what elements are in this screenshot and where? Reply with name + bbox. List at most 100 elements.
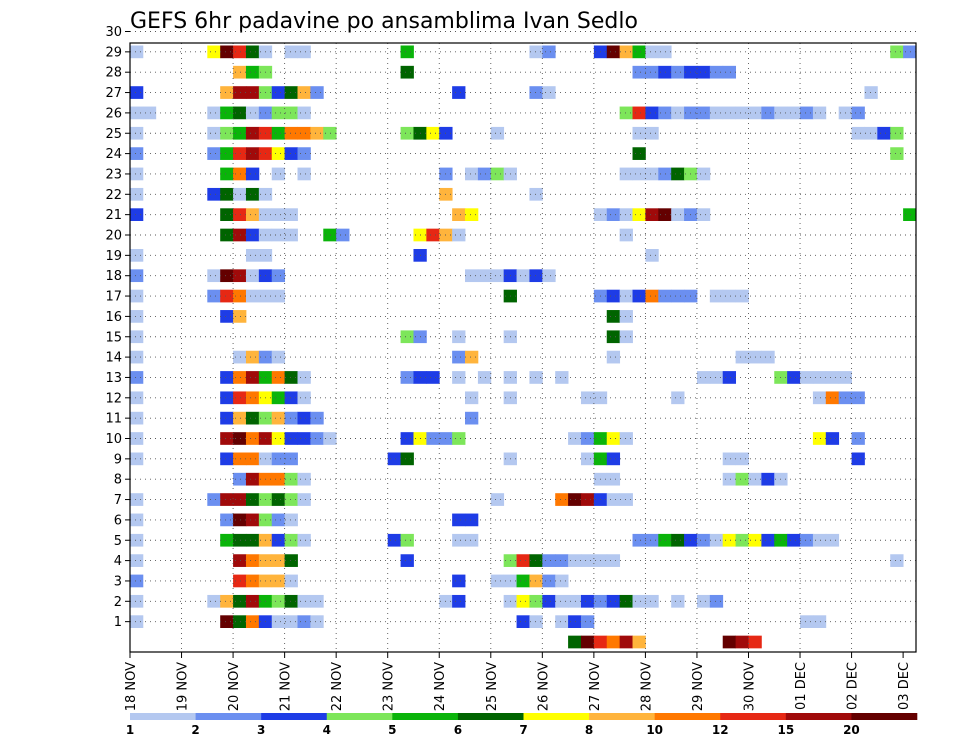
heatmap-cell	[903, 208, 916, 221]
x-tick-label: 27 NOV	[588, 662, 603, 711]
heatmap-cell	[671, 594, 685, 608]
heatmap-cell	[864, 126, 878, 140]
heatmap-cell	[271, 269, 286, 283]
heatmap-cell	[207, 269, 221, 283]
heatmap-cell	[696, 533, 711, 547]
heatmap-cell	[851, 432, 865, 445]
heatmap-cell	[606, 208, 621, 221]
heatmap-cell	[555, 493, 569, 506]
heatmap-cell	[593, 635, 608, 649]
heatmap-cell	[130, 86, 144, 99]
heatmap-cell	[245, 86, 260, 99]
heatmap-cell	[606, 432, 621, 445]
heatmap-cell	[542, 86, 556, 99]
heatmap-cell	[516, 554, 530, 567]
heatmap-cell	[130, 249, 144, 262]
heatmap-cell	[207, 594, 221, 608]
heatmap-cell	[130, 574, 144, 588]
heatmap-cell	[606, 594, 621, 608]
heatmap-cell	[645, 289, 659, 303]
heatmap-cell	[722, 452, 737, 466]
heatmap-cell	[220, 126, 234, 140]
heatmap-cell	[568, 635, 582, 649]
heatmap-cell	[233, 452, 247, 466]
heatmap-cell	[297, 86, 311, 99]
heatmap-cell	[271, 513, 286, 527]
heatmap-cell	[245, 249, 260, 262]
heatmap-cell	[297, 472, 311, 486]
heatmap-cell	[542, 269, 556, 283]
y-tick-label: 29	[105, 45, 122, 60]
x-tick-label: 26 NOV	[536, 662, 551, 711]
heatmap-cell	[284, 615, 298, 628]
y-tick-label: 27	[105, 86, 122, 101]
heatmap-cell	[245, 350, 260, 364]
heatmap-cell	[233, 533, 247, 547]
heatmap-cell	[130, 269, 144, 283]
heatmap-cell	[284, 86, 298, 99]
heatmap-cell	[555, 615, 569, 628]
heatmap-cell	[671, 289, 685, 303]
heatmap-cell	[220, 533, 234, 547]
heatmap-cell	[271, 86, 286, 99]
heatmap-cell	[735, 289, 749, 303]
heatmap-cell	[284, 391, 298, 405]
heatmap-cell	[220, 594, 234, 608]
heatmap-cell	[233, 391, 247, 405]
heatmap-cell	[245, 167, 260, 181]
heatmap-cell	[336, 228, 350, 242]
x-tick-label: 02 DEC	[846, 662, 861, 710]
heatmap-cell	[606, 330, 621, 344]
heatmap-cell	[800, 615, 814, 628]
colorbar-swatch	[326, 713, 393, 720]
y-tick-label: 14	[105, 351, 122, 366]
heatmap-cell	[632, 45, 646, 59]
colorbar-tick-label: 4	[323, 723, 331, 737]
y-tick-label: 10	[105, 432, 122, 447]
heatmap-cell	[658, 45, 672, 59]
colorbar-swatch	[589, 713, 655, 720]
heatmap-cell	[297, 147, 311, 160]
heatmap-cell	[619, 289, 633, 303]
heatmap-cell	[220, 432, 234, 445]
heatmap-cell	[477, 371, 492, 384]
heatmap-cell	[284, 228, 298, 242]
heatmap-cell	[297, 594, 311, 608]
heatmap-cell	[812, 432, 827, 445]
heatmap-cell	[800, 371, 814, 384]
heatmap-cell	[130, 493, 144, 506]
y-tick-label: 21	[105, 208, 122, 223]
heatmap-cell	[722, 106, 737, 120]
heatmap-cell	[271, 350, 286, 364]
heatmap-cell	[245, 432, 260, 445]
heatmap-cell	[542, 45, 556, 59]
heatmap-cell	[284, 452, 298, 466]
heatmap-cell	[825, 371, 840, 384]
heatmap-cell	[130, 45, 144, 59]
heatmap-cell	[735, 635, 749, 649]
heatmap-cell	[130, 289, 144, 303]
heatmap-cell	[284, 411, 298, 425]
y-tick-label: 8	[114, 473, 122, 488]
heatmap-cell	[812, 106, 827, 120]
heatmap-cell	[851, 126, 865, 140]
heatmap-cell	[465, 513, 479, 527]
heatmap-cell	[452, 574, 466, 588]
heatmap-cell	[671, 106, 685, 120]
heatmap-cell	[696, 371, 711, 384]
heatmap-cell	[864, 86, 878, 99]
heatmap-cell	[426, 228, 440, 242]
heatmap-cell	[207, 493, 221, 506]
heatmap-cell	[310, 86, 324, 99]
heatmap-cell	[452, 86, 466, 99]
heatmap-cell	[297, 615, 311, 628]
heatmap-cell	[722, 65, 737, 79]
heatmap-cell	[606, 472, 621, 486]
colorbar-swatch	[457, 713, 524, 720]
heatmap-cells	[130, 45, 916, 649]
heatmap-cell	[245, 513, 260, 527]
heatmap-cell	[284, 493, 298, 506]
heatmap-cell	[207, 106, 221, 120]
y-tick-label: 24	[105, 147, 122, 162]
heatmap-cell	[142, 106, 157, 120]
